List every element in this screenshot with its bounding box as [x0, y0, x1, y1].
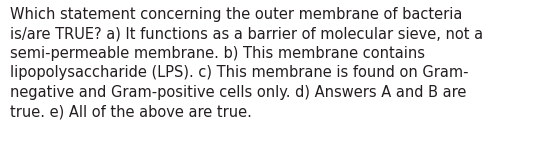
Text: Which statement concerning the outer membrane of bacteria
is/are TRUE? a) It fun: Which statement concerning the outer mem…: [10, 7, 483, 119]
